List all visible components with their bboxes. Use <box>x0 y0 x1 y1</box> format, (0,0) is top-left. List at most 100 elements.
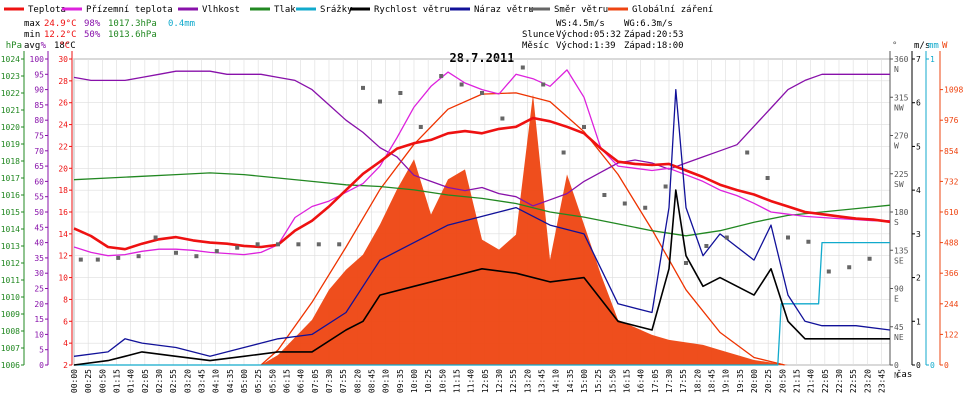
x-tick-label: 22:05 <box>821 369 830 393</box>
humidity-tick-label: 20 <box>34 300 44 309</box>
x-tick-label: 05:25 <box>254 369 263 393</box>
series-sr-ky-line <box>74 241 890 366</box>
humidity-tick-label: 15 <box>34 315 44 324</box>
legend-label: Směr větru <box>554 5 608 15</box>
wind_direction-dir-label: E <box>894 295 899 304</box>
x-tick-label: 00:50 <box>98 369 107 393</box>
legend-label: Tlak <box>274 5 296 15</box>
humidity-tick-label: 0 <box>39 361 44 370</box>
pressure-tick-label: 1023 <box>1 72 20 81</box>
x-tick-label: 20:00 <box>750 369 759 393</box>
series-rychlost-v-tru-line <box>73 189 890 366</box>
humidity-tick-label: 45 <box>34 223 44 232</box>
x-tick-label: 04:35 <box>226 369 235 393</box>
wind_direction-dir-label: NW <box>894 103 904 112</box>
wind-direction-point <box>582 125 586 129</box>
wind_speed-tick-label: 7 <box>916 55 921 64</box>
wind-direction-point <box>95 257 100 262</box>
x-tick-label: 00:25 <box>84 369 93 393</box>
rain-tick-label: 0 <box>930 361 935 370</box>
stats-moon-rise: Východ:1:39 <box>556 41 616 51</box>
x-tick-label: 06:40 <box>297 369 306 393</box>
stats-sun-set: Západ:20:53 <box>624 30 684 40</box>
x-tick-label: 09:10 <box>382 369 391 393</box>
stats-max-label: max <box>24 19 41 29</box>
wind-direction-point <box>136 254 141 259</box>
series-vlhkost-line <box>73 70 890 207</box>
stats-sun-label: Slunce <box>522 30 555 40</box>
wind-direction-point <box>255 242 260 247</box>
humidity-tick-label: 25 <box>34 285 44 294</box>
x-tick-label: 04:10 <box>212 369 221 393</box>
x-tick-label: 13:45 <box>538 369 547 393</box>
wind_direction-tick-label: 270 <box>894 132 909 141</box>
x-tick-label: 06:15 <box>283 369 292 393</box>
x-tick-label: 01:15 <box>113 369 122 393</box>
wind_speed-tick-label: 4 <box>916 186 921 195</box>
radiation-tick-label: 976 <box>944 116 959 125</box>
temperature-tick-label: 8 <box>63 295 68 304</box>
x-tick-label: 10:50 <box>438 369 447 393</box>
x-tick-label: 10:25 <box>424 369 433 393</box>
x-tick-label: 00:00 <box>70 369 79 393</box>
pressure-tick-label: 1016 <box>1 191 20 200</box>
pressure-tick-label: 1008 <box>1 327 20 336</box>
x-tick-label: 02:55 <box>169 369 178 393</box>
wind-direction-point <box>153 235 158 240</box>
pressure-tick-label: 1014 <box>1 225 20 234</box>
pressure-tick-label: 1015 <box>1 208 20 217</box>
x-tick-label: 16:40 <box>637 369 646 393</box>
x-tick-label: 11:15 <box>453 369 462 393</box>
wind-direction-point <box>78 257 83 262</box>
temperature-tick-label: 20 <box>58 164 68 173</box>
pressure-tick-label: 1024 <box>1 55 20 64</box>
wind_direction-tick-label: 90 <box>894 285 904 294</box>
stats-max-hum: 98% <box>84 19 101 29</box>
radiation-tick-label: 122 <box>944 330 959 339</box>
wind-direction-point <box>337 242 342 247</box>
wind-direction-point <box>316 242 321 247</box>
radiation-tick-label: 610 <box>944 208 959 217</box>
wind_direction-dir-label: W <box>894 142 899 151</box>
wind_speed-tick-label: 5 <box>916 142 921 151</box>
wind_direction-dir-label: NE <box>894 333 904 342</box>
stats-ws: WS:4.5m/s <box>556 19 605 29</box>
wind-direction-point <box>439 74 444 78</box>
wind-direction-point <box>847 265 852 270</box>
wind-direction-point <box>398 91 403 95</box>
stats-moon-label: Měsíc <box>522 41 549 51</box>
wind-direction-point <box>684 261 688 265</box>
rain-unit-label: mm <box>928 41 939 51</box>
x-tick-label: 07:05 <box>311 369 320 393</box>
humidity-tick-label: 30 <box>34 269 44 278</box>
x-tick-label: 03:20 <box>183 369 192 393</box>
x-tick-label: 14:35 <box>566 369 575 393</box>
x-tick-label: 19:10 <box>722 369 731 393</box>
humidity-unit-label: % <box>41 41 47 51</box>
temperature-tick-label: 6 <box>63 317 68 326</box>
wind_direction-dir-label: N <box>894 371 899 380</box>
pressure-tick-label: 1021 <box>1 106 20 115</box>
radiation-unit-label: W <box>942 41 948 51</box>
x-tick-label: 20:50 <box>778 369 787 393</box>
temperature-tick-label: 10 <box>58 274 68 283</box>
x-tick-label: 05:50 <box>268 369 277 393</box>
pressure-tick-label: 1019 <box>1 140 20 149</box>
stats-max-press: 1017.3hPa <box>108 19 157 29</box>
x-tick-label: 02:30 <box>155 369 164 393</box>
pressure-tick-label: 1017 <box>1 174 20 183</box>
wind_speed-tick-label: 2 <box>916 274 921 283</box>
x-tick-label: 08:20 <box>353 369 362 393</box>
legend-label: Vlhkost <box>202 5 240 15</box>
wind-direction-point <box>520 65 525 70</box>
wind-direction-point <box>541 82 546 87</box>
wind-direction-point <box>276 242 280 247</box>
stats-min-temp: 12.2°C <box>44 30 77 40</box>
humidity-tick-label: 40 <box>34 239 44 248</box>
x-tick-label: 08:45 <box>368 369 377 393</box>
temperature-unit-label: °C <box>59 41 70 51</box>
wind_speed-unit-label: m/s <box>914 41 930 51</box>
stats-wg: WG:6.3m/s <box>624 19 673 29</box>
wind-direction-point <box>786 235 790 240</box>
wind-direction-point <box>480 91 484 95</box>
